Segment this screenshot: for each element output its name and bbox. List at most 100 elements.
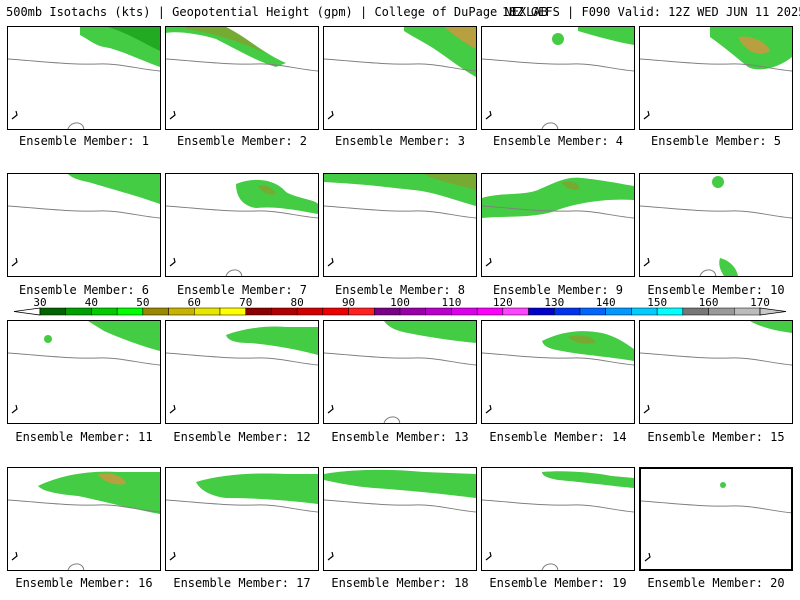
- legend-swatch: [271, 307, 298, 316]
- legend-swatch: [348, 307, 375, 316]
- legend-arrow-left: [13, 307, 41, 316]
- ensemble-member-map-12: [165, 320, 319, 424]
- ensemble-member-map-5: [639, 26, 793, 130]
- isotach-field: [166, 326, 318, 414]
- isotach-field: [482, 331, 634, 414]
- legend-swatch: [219, 307, 246, 316]
- ensemble-member-map-17: [165, 467, 319, 571]
- legend-tick-label: 170: [750, 296, 770, 309]
- ensemble-member-map-18: [323, 467, 477, 571]
- legend-swatch: [399, 307, 426, 316]
- isotach-field: [8, 174, 160, 267]
- ensemble-member-map-10: [639, 173, 793, 277]
- legend-swatch: [142, 307, 169, 316]
- isotach-color-legend: 30 40 50 60 70 80 90 100 110 120 130 140 150 160 170: [0, 296, 800, 320]
- legend-colorbar: 30 40 50 60 70 80 90 100 110 120 130 140 150 160 170: [13, 296, 787, 316]
- ensemble-member-caption: Ensemble Member: 15: [647, 430, 785, 444]
- product-title: 500mb Isotachs (kts) | Geopotential Heig…: [6, 5, 548, 19]
- ensemble-member-map-4: [481, 26, 635, 130]
- legend-swatch: [451, 307, 478, 316]
- legend-swatch: [65, 307, 92, 316]
- ensemble-member-caption: Ensemble Member: 2: [176, 134, 308, 148]
- ensemble-member-map-16: [7, 467, 161, 571]
- isotach-field: [640, 176, 792, 276]
- ensemble-member-caption: Ensemble Member: 7: [176, 283, 308, 297]
- ensemble-member-map-6: [7, 173, 161, 277]
- ensemble-member-caption: Ensemble Member: 14: [489, 430, 627, 444]
- isotach-field: [324, 321, 476, 423]
- ensemble-member-map-15: [639, 320, 793, 424]
- legend-swatch: [322, 307, 349, 316]
- legend-swatch: [605, 307, 632, 316]
- legend-tick-label: 40: [85, 296, 98, 309]
- legend-swatch: [554, 307, 581, 316]
- legend-tick-label: 30: [33, 296, 46, 309]
- isotach-field: [640, 321, 792, 414]
- ensemble-member-caption: Ensemble Member: 16: [15, 576, 153, 590]
- legend-swatch: [374, 307, 401, 316]
- legend-arrow-right: [759, 307, 787, 316]
- isotach-field: [166, 179, 318, 276]
- legend-swatch: [39, 307, 66, 316]
- isotach-field: [324, 469, 476, 561]
- ensemble-member-caption: Ensemble Member: 10: [647, 283, 785, 297]
- legend-tick-label: 100: [390, 296, 410, 309]
- legend-swatch: [296, 307, 324, 316]
- isotach-field: [640, 27, 792, 120]
- isotach-field: [8, 471, 160, 570]
- ensemble-member-map-11: [7, 320, 161, 424]
- ensemble-member-map-9: [481, 173, 635, 277]
- legend-tick-label: 160: [699, 296, 719, 309]
- ensemble-member-map-19: [481, 467, 635, 571]
- ensemble-member-map-8: [323, 173, 477, 277]
- ensemble-member-caption: Ensemble Member: 4: [492, 134, 624, 148]
- ensemble-member-caption: Ensemble Member: 20: [647, 576, 785, 590]
- legend-swatch: [579, 307, 606, 316]
- isotach-field: [482, 471, 634, 570]
- isotach-field: [166, 27, 318, 120]
- legend-swatch: [734, 307, 761, 316]
- legend-swatch: [91, 307, 118, 316]
- legend-tick-label: 80: [291, 296, 304, 309]
- isotach-field: [8, 321, 160, 414]
- ensemble-member-caption: Ensemble Member: 12: [173, 430, 311, 444]
- ensemble-member-map-3: [323, 26, 477, 130]
- legend-swatch: [656, 307, 684, 316]
- ensemble-member-caption: Ensemble Member: 5: [650, 134, 782, 148]
- ensemble-member-map-2: [165, 26, 319, 130]
- model-run-valid-time: 18Z GEFS | F090 Valid: 12Z WED JUN 11 20…: [502, 5, 800, 19]
- legend-tick-label: 120: [493, 296, 513, 309]
- isotach-field: [8, 27, 160, 129]
- ensemble-member-map-20: [639, 467, 793, 571]
- legend-swatch: [502, 307, 529, 316]
- legend-tick-label: 150: [647, 296, 667, 309]
- isotach-field: [324, 27, 476, 120]
- legend-tick-label: 130: [544, 296, 564, 309]
- ensemble-member-caption: Ensemble Member: 9: [492, 283, 624, 297]
- isotach-field: [641, 482, 791, 562]
- isotach-field: [324, 174, 476, 267]
- ensemble-member-caption: Ensemble Member: 13: [331, 430, 469, 444]
- legend-tick-label: 60: [188, 296, 201, 309]
- legend-swatch: [168, 307, 195, 316]
- legend-swatch: [425, 307, 452, 316]
- ensemble-member-caption: Ensemble Member: 17: [173, 576, 311, 590]
- ensemble-member-map-13: [323, 320, 477, 424]
- ensemble-member-map-14: [481, 320, 635, 424]
- legend-swatch: [708, 307, 735, 316]
- ensemble-member-caption: Ensemble Member: 1: [18, 134, 150, 148]
- ensemble-member-caption: Ensemble Member: 3: [334, 134, 466, 148]
- map-header: 500mb Isotachs (kts) | Geopotential Heig…: [0, 0, 800, 24]
- ensemble-member-caption: Ensemble Member: 8: [334, 283, 466, 297]
- legend-tick-label: 50: [136, 296, 149, 309]
- isotach-field: [166, 473, 318, 561]
- legend-swatch: [682, 307, 709, 316]
- legend-tick-label: 90: [342, 296, 355, 309]
- ensemble-member-map-1: [7, 26, 161, 130]
- ensemble-member-caption: Ensemble Member: 6: [18, 283, 150, 297]
- legend-tick-label: 140: [596, 296, 616, 309]
- ensemble-member-caption: Ensemble Member: 11: [15, 430, 153, 444]
- ensemble-member-map-7: [165, 173, 319, 277]
- legend-swatch: [476, 307, 504, 316]
- legend-tick-label: 70: [239, 296, 252, 309]
